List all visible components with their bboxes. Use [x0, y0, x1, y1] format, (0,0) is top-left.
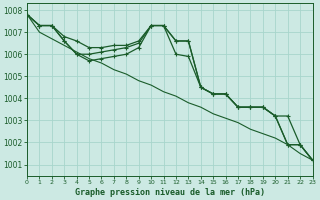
X-axis label: Graphe pression niveau de la mer (hPa): Graphe pression niveau de la mer (hPa)	[75, 188, 265, 197]
